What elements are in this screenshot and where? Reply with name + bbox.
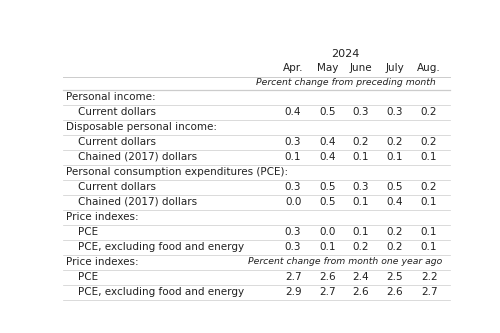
Text: 0.0: 0.0 <box>285 197 301 207</box>
Text: 2.9: 2.9 <box>285 287 302 297</box>
Text: Apr.: Apr. <box>283 63 304 73</box>
Text: 2.5: 2.5 <box>386 272 404 282</box>
Text: 0.1: 0.1 <box>352 227 369 237</box>
Text: 0.2: 0.2 <box>421 182 438 192</box>
Text: Aug.: Aug. <box>417 63 441 73</box>
Text: PCE: PCE <box>78 272 98 282</box>
Text: 0.2: 0.2 <box>421 107 438 117</box>
Text: Current dollars: Current dollars <box>78 107 156 117</box>
Text: 2.7: 2.7 <box>320 287 336 297</box>
Text: PCE: PCE <box>78 227 98 237</box>
Text: 0.3: 0.3 <box>285 242 302 252</box>
Text: PCE, excluding food and energy: PCE, excluding food and energy <box>78 242 244 252</box>
Text: 0.0: 0.0 <box>320 227 336 237</box>
Text: 0.1: 0.1 <box>386 152 403 162</box>
Text: PCE, excluding food and energy: PCE, excluding food and energy <box>78 287 244 297</box>
Text: 0.1: 0.1 <box>352 152 369 162</box>
Text: Price indexes:: Price indexes: <box>66 212 139 222</box>
Text: 0.2: 0.2 <box>386 227 403 237</box>
Text: 0.1: 0.1 <box>320 242 336 252</box>
Text: June: June <box>350 63 372 73</box>
Text: 0.3: 0.3 <box>285 227 302 237</box>
Text: 2.2: 2.2 <box>421 272 438 282</box>
Text: 0.2: 0.2 <box>421 137 438 147</box>
Text: 0.2: 0.2 <box>386 242 403 252</box>
Text: 0.4: 0.4 <box>320 137 336 147</box>
Text: 2.6: 2.6 <box>386 287 404 297</box>
Text: 0.5: 0.5 <box>320 182 336 192</box>
Text: 2.6: 2.6 <box>352 287 369 297</box>
Text: 0.1: 0.1 <box>421 242 438 252</box>
Text: Percent change from preceding month: Percent change from preceding month <box>256 78 435 87</box>
Text: July: July <box>386 63 404 73</box>
Text: Chained (2017) dollars: Chained (2017) dollars <box>78 152 197 162</box>
Text: 0.3: 0.3 <box>285 182 302 192</box>
Text: 0.2: 0.2 <box>352 242 369 252</box>
Text: 0.1: 0.1 <box>421 197 438 207</box>
Text: 0.5: 0.5 <box>386 182 403 192</box>
Text: 0.4: 0.4 <box>386 197 403 207</box>
Text: Personal consumption expenditures (PCE):: Personal consumption expenditures (PCE): <box>66 167 288 177</box>
Text: 0.5: 0.5 <box>320 197 336 207</box>
Text: 0.3: 0.3 <box>285 137 302 147</box>
Text: Percent change from month one year ago: Percent change from month one year ago <box>248 257 442 266</box>
Text: 0.1: 0.1 <box>285 152 302 162</box>
Text: Chained (2017) dollars: Chained (2017) dollars <box>78 197 197 207</box>
Text: 2.4: 2.4 <box>352 272 369 282</box>
Text: Current dollars: Current dollars <box>78 182 156 192</box>
Text: 0.1: 0.1 <box>421 152 438 162</box>
Text: 0.2: 0.2 <box>386 137 403 147</box>
Text: 0.4: 0.4 <box>320 152 336 162</box>
Text: 2.6: 2.6 <box>320 272 336 282</box>
Text: 2024: 2024 <box>331 49 360 59</box>
Text: 0.1: 0.1 <box>421 227 438 237</box>
Text: Disposable personal income:: Disposable personal income: <box>66 122 218 132</box>
Text: 0.3: 0.3 <box>352 182 369 192</box>
Text: Personal income:: Personal income: <box>66 92 156 102</box>
Text: 0.3: 0.3 <box>386 107 403 117</box>
Text: Current dollars: Current dollars <box>78 137 156 147</box>
Text: 2.7: 2.7 <box>421 287 438 297</box>
Text: 0.2: 0.2 <box>352 137 369 147</box>
Text: 2.7: 2.7 <box>285 272 302 282</box>
Text: May: May <box>318 63 338 73</box>
Text: 0.1: 0.1 <box>352 197 369 207</box>
Text: Price indexes:: Price indexes: <box>66 257 139 267</box>
Text: 0.5: 0.5 <box>320 107 336 117</box>
Text: 0.4: 0.4 <box>285 107 302 117</box>
Text: 0.3: 0.3 <box>352 107 369 117</box>
